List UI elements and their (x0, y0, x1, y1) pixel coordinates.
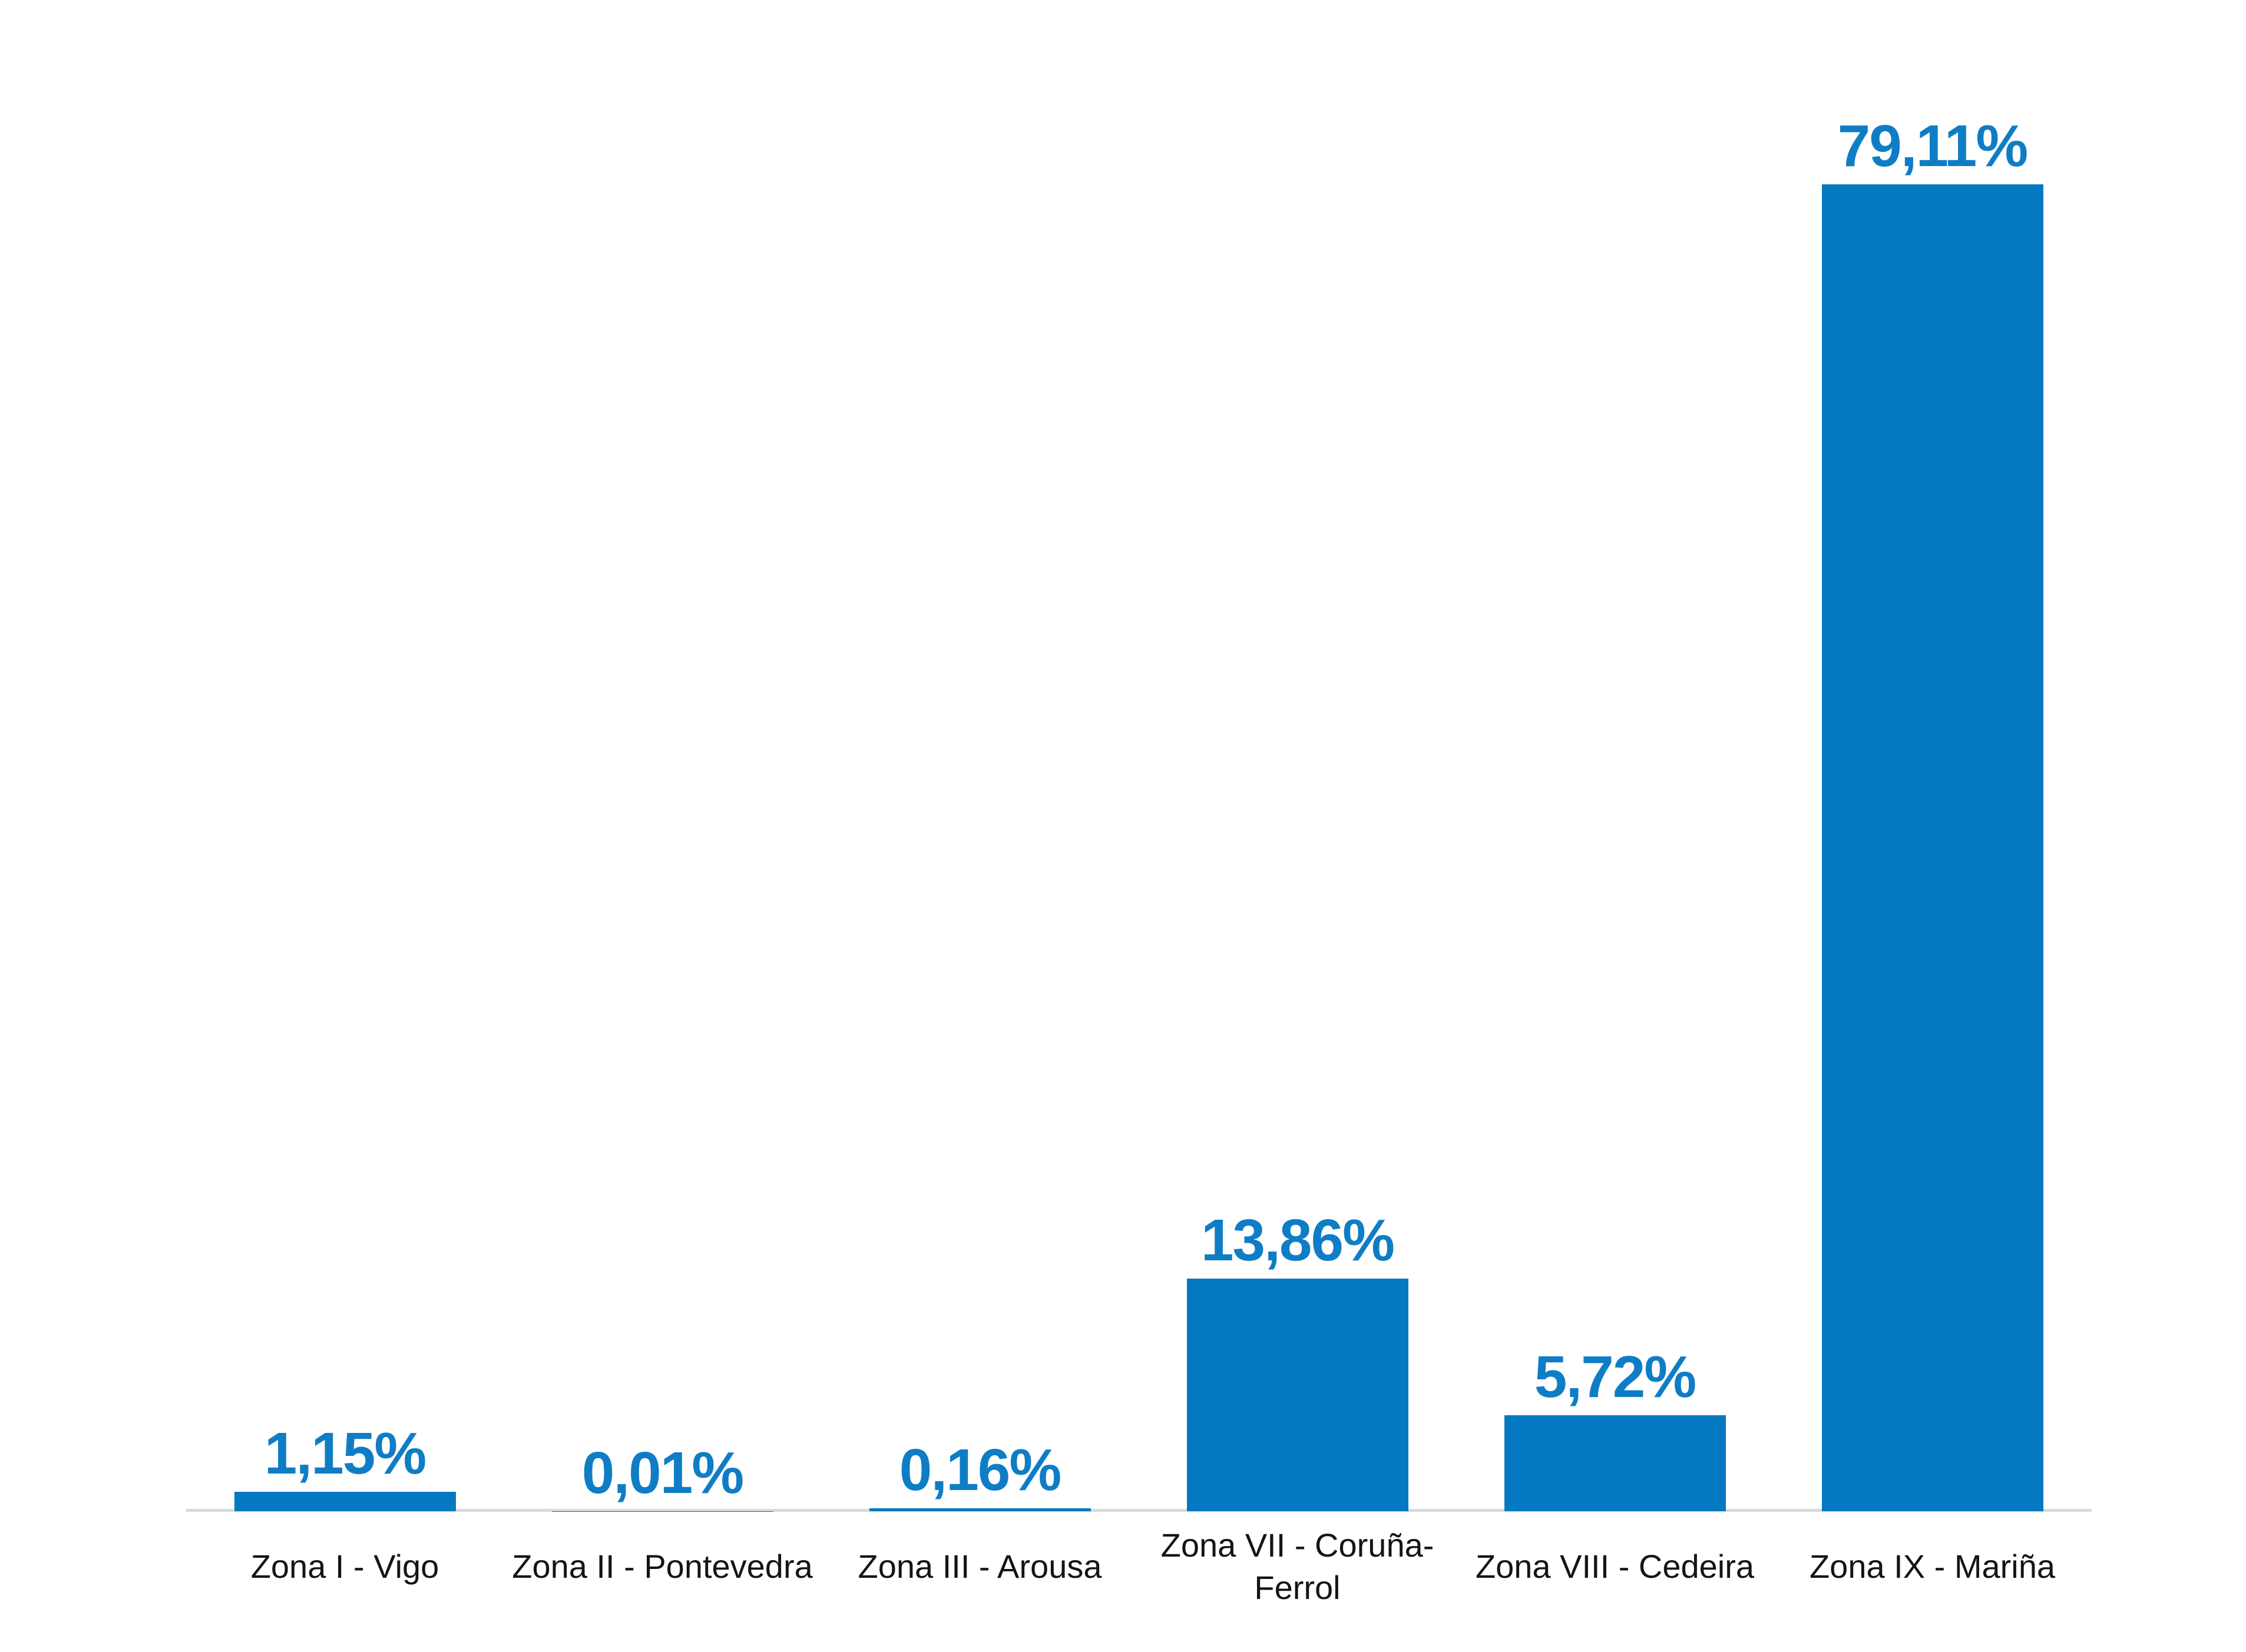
category-label: Zona VII - Coruña-Ferrol (1160, 1527, 1434, 1606)
value-label: 13,86% (1200, 1207, 1395, 1274)
value-label: 1,15% (264, 1421, 427, 1487)
value-label: 79,11% (1837, 112, 2029, 179)
category-label: Zona IX - Mariña (1809, 1548, 2056, 1585)
bar-group: 0,16% Zona III - Arousa (821, 0, 1139, 1652)
value-label: 0,01% (581, 1439, 745, 1506)
bar-group: 0,01% Zona II - Pontevedra (504, 0, 821, 1652)
bar (234, 1492, 456, 1511)
value-label: 0,16% (899, 1437, 1062, 1504)
bar-group: 79,11% Zona IX - Mariña (1774, 0, 2091, 1652)
category-label: Zona II - Pontevedra (512, 1548, 813, 1585)
bar (1186, 1279, 1408, 1511)
category-label: Zona VIII - Cedeira (1475, 1548, 1755, 1585)
x-axis-line (186, 1509, 2092, 1512)
category-label: Zona III - Arousa (858, 1548, 1102, 1585)
bar-group: 1,15% Zona I - Vigo (186, 0, 504, 1652)
bar (1821, 184, 2043, 1511)
category-label: Zona I - Vigo (250, 1548, 439, 1585)
bar (869, 1508, 1091, 1511)
bar-group: 5,72% Zona VIII - Cedeira (1456, 0, 1774, 1652)
bar (1504, 1415, 1726, 1511)
value-label: 5,72% (1534, 1344, 1697, 1411)
bar-group: 13,86% Zona VII - Coruña-Ferrol (1139, 0, 1456, 1652)
